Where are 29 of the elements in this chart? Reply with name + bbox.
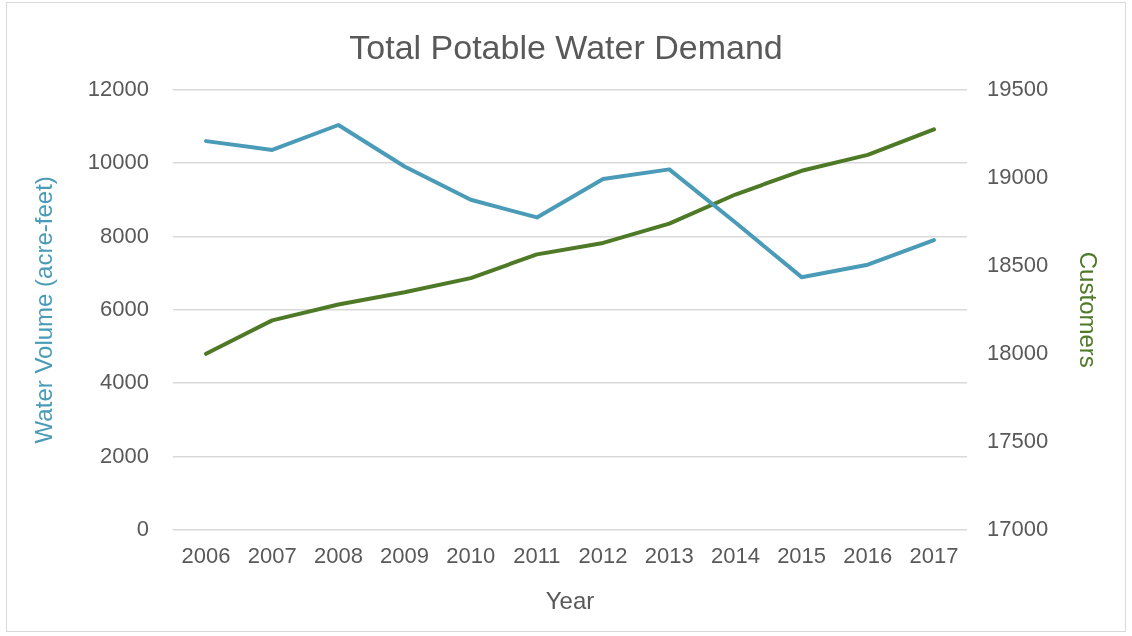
y2-tick-label: 19000 xyxy=(987,163,1049,189)
x-tick-label: 2009 xyxy=(380,543,430,569)
x-tick-label: 2008 xyxy=(313,543,363,569)
chart-title: Total Potable Water Demand xyxy=(349,27,783,66)
x-tick-label: 2015 xyxy=(777,543,827,569)
y2-tick-label: 19500 xyxy=(987,75,1049,101)
y-tick-label: 8000 xyxy=(100,222,149,248)
x-axis-title: Year xyxy=(545,587,595,615)
x-tick-label: 2013 xyxy=(644,543,694,569)
y-tick-label: 2000 xyxy=(100,442,149,468)
x-tick-label: 2007 xyxy=(247,543,297,569)
y-tick-label: 0 xyxy=(136,515,149,541)
y2-axis-title: Customers xyxy=(1074,251,1102,368)
y-axis-title: Water Volume (acre-feet) xyxy=(30,176,58,444)
y2-tick-label: 17000 xyxy=(987,515,1049,541)
y2-tick-label: 17500 xyxy=(987,427,1049,453)
x-tick-label: 2011 xyxy=(513,543,561,569)
y-tick-label: 10000 xyxy=(87,149,149,175)
x-tick-label: 2006 xyxy=(181,543,231,569)
y-tick-label: 6000 xyxy=(100,295,149,321)
y-tick-label: 12000 xyxy=(87,75,149,101)
x-tick-label: 2012 xyxy=(578,543,628,569)
y2-tick-label: 18000 xyxy=(987,339,1049,365)
y-tick-label: 4000 xyxy=(100,369,149,395)
x-tick-label: 2010 xyxy=(446,543,496,569)
y2-tick-label: 18500 xyxy=(987,251,1049,277)
x-tick-label: 2014 xyxy=(710,543,760,569)
x-tick-label: 2017 xyxy=(909,543,959,569)
x-tick-label: 2016 xyxy=(843,543,893,569)
